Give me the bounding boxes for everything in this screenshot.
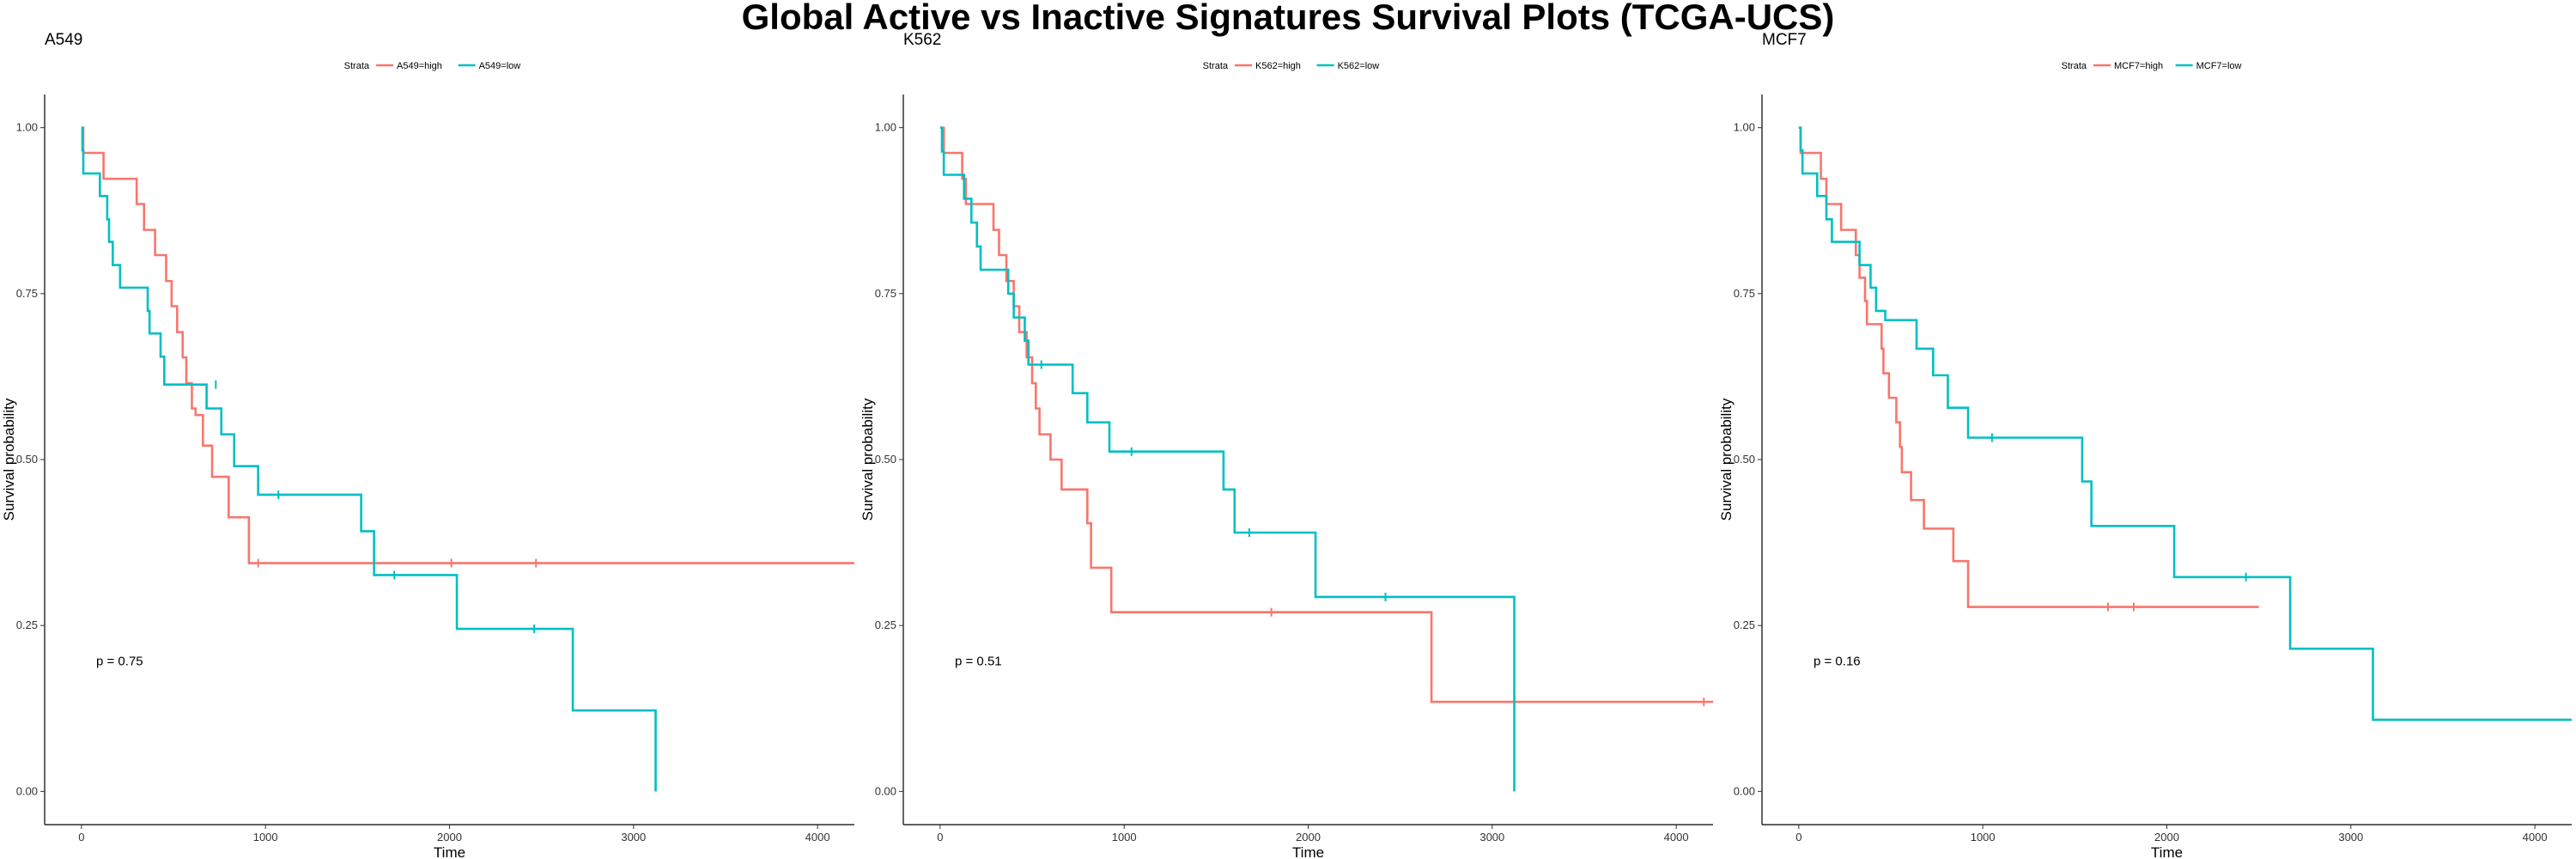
legend-label: MCF7=low bbox=[2196, 61, 2242, 71]
y-tick-label: 0.50 bbox=[16, 453, 38, 466]
y-tick-label: 0.25 bbox=[875, 618, 896, 631]
x-tick-label: 1000 bbox=[1971, 831, 1996, 844]
legend: Strata MCF7=high MCF7=low bbox=[2062, 61, 2242, 71]
x-tick-label: 3000 bbox=[2338, 831, 2363, 844]
x-tick-label: 3000 bbox=[621, 831, 646, 844]
x-tick-label: 4000 bbox=[2523, 831, 2548, 844]
panel-title: A549 bbox=[45, 31, 82, 49]
y-tick-label: 0.00 bbox=[16, 784, 38, 797]
x-axis-label: Time bbox=[434, 844, 465, 859]
x-tick-label: 3000 bbox=[1479, 831, 1504, 844]
legend-title: Strata bbox=[344, 61, 370, 71]
y-axis-label: Survival probability bbox=[1, 398, 17, 521]
y-tick-label: 0.75 bbox=[875, 287, 896, 300]
y-tick-label: 1.00 bbox=[875, 121, 896, 134]
x-axis-label: Time bbox=[1292, 844, 1324, 859]
y-tick-label: 1.00 bbox=[1734, 121, 1755, 134]
y-axis-label: Survival probability bbox=[1718, 398, 1735, 521]
y-tick-label: 1.00 bbox=[16, 121, 38, 134]
km-curve-mcf7-high bbox=[1798, 126, 2259, 608]
km-curve-a549-high bbox=[81, 126, 854, 564]
y-tick-label: 0.25 bbox=[1734, 618, 1755, 631]
y-tick-label: 0.00 bbox=[875, 784, 896, 797]
y-tick-label: 0.25 bbox=[16, 618, 38, 631]
legend-label: K562=high bbox=[1255, 61, 1301, 71]
km-curve-k562-high bbox=[939, 126, 1713, 704]
p-value-label: p = 0.16 bbox=[1814, 655, 1861, 669]
legend-title: Strata bbox=[2062, 61, 2087, 71]
x-tick-label: 1000 bbox=[1112, 831, 1137, 844]
y-tick-label: 0.50 bbox=[1734, 453, 1755, 466]
x-tick-label: 0 bbox=[1795, 831, 1801, 844]
legend-label: MCF7=high bbox=[2114, 61, 2163, 71]
legend-title: Strata bbox=[1203, 61, 1229, 71]
y-tick-label: 0.00 bbox=[1734, 784, 1755, 797]
y-tick-label: 0.75 bbox=[1734, 287, 1755, 300]
p-value-label: p = 0.51 bbox=[955, 655, 1002, 669]
legend-label: K562=low bbox=[1338, 61, 1380, 71]
panels: A549 Strata A549=high A549=low 0.00 0.25 0.50 0… bbox=[1, 31, 2572, 859]
x-tick-label: 0 bbox=[937, 831, 943, 844]
x-tick-label: 4000 bbox=[805, 831, 830, 844]
y-axis-label: Survival probability bbox=[860, 398, 876, 521]
km-panel-k562: K562 Strata K562=high K562=low 0.00 0.25 0.50 0… bbox=[860, 31, 1713, 859]
km-curve-k562-low bbox=[939, 126, 1516, 792]
figure-title: Global Active vs Inactive Signatures Sur… bbox=[742, 0, 1835, 37]
legend-label: A549=low bbox=[479, 61, 521, 71]
y-tick-label: 0.50 bbox=[875, 453, 896, 466]
panel-title: K562 bbox=[903, 31, 941, 49]
y-tick-label: 0.75 bbox=[16, 287, 38, 300]
x-axis-label: Time bbox=[2151, 844, 2183, 859]
x-tick-label: 0 bbox=[78, 831, 84, 844]
x-tick-label: 2000 bbox=[437, 831, 462, 844]
panel-title: MCF7 bbox=[1762, 31, 1807, 49]
p-value-label: p = 0.75 bbox=[96, 655, 143, 669]
legend-label: A549=high bbox=[397, 61, 442, 71]
x-tick-label: 1000 bbox=[253, 831, 278, 844]
x-tick-label: 2000 bbox=[2154, 831, 2179, 844]
legend: Strata K562=high K562=low bbox=[1203, 61, 1380, 71]
x-tick-label: 2000 bbox=[1296, 831, 1321, 844]
km-curve-a549-low bbox=[81, 126, 657, 792]
km-panel-mcf7: MCF7 Strata MCF7=high MCF7=low 0.00 0.25 0.50 0… bbox=[1718, 31, 2572, 859]
km-panel-a549: A549 Strata A549=high A549=low 0.00 0.25 0.50 0… bbox=[1, 31, 854, 859]
x-tick-label: 4000 bbox=[1664, 831, 1689, 844]
legend: Strata A549=high A549=low bbox=[344, 61, 521, 71]
km-curve-mcf7-low bbox=[1798, 126, 2572, 722]
